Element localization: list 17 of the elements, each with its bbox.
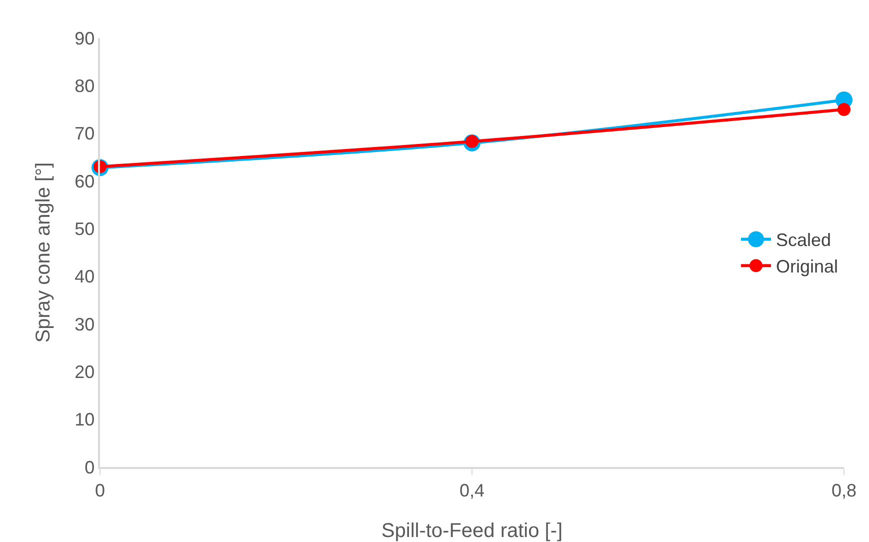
x-axis-title: Spill-to-Feed ratio [-]: [381, 520, 563, 542]
y-tick-label: 80: [74, 76, 95, 96]
y-tick-label: 40: [74, 266, 95, 287]
legend-label: Original: [776, 256, 838, 277]
x-tick-label: 0,4: [459, 480, 485, 500]
y-tick-label: 30: [74, 314, 95, 334]
y-tick-label: 10: [74, 410, 95, 430]
y-tick-label: 60: [74, 171, 95, 192]
y-tick-label: 50: [74, 218, 95, 239]
y-tick-label: 20: [74, 362, 95, 382]
y-tick-label: 90: [74, 28, 95, 48]
x-tick-label: 0,8: [831, 480, 857, 500]
point: [838, 103, 850, 116]
y-tick-label: 0: [84, 457, 95, 478]
y-axis-title: Spray cone angle [°]: [32, 162, 54, 343]
y-tick-label: 70: [74, 124, 95, 144]
legend-label: Scaled: [776, 230, 832, 250]
